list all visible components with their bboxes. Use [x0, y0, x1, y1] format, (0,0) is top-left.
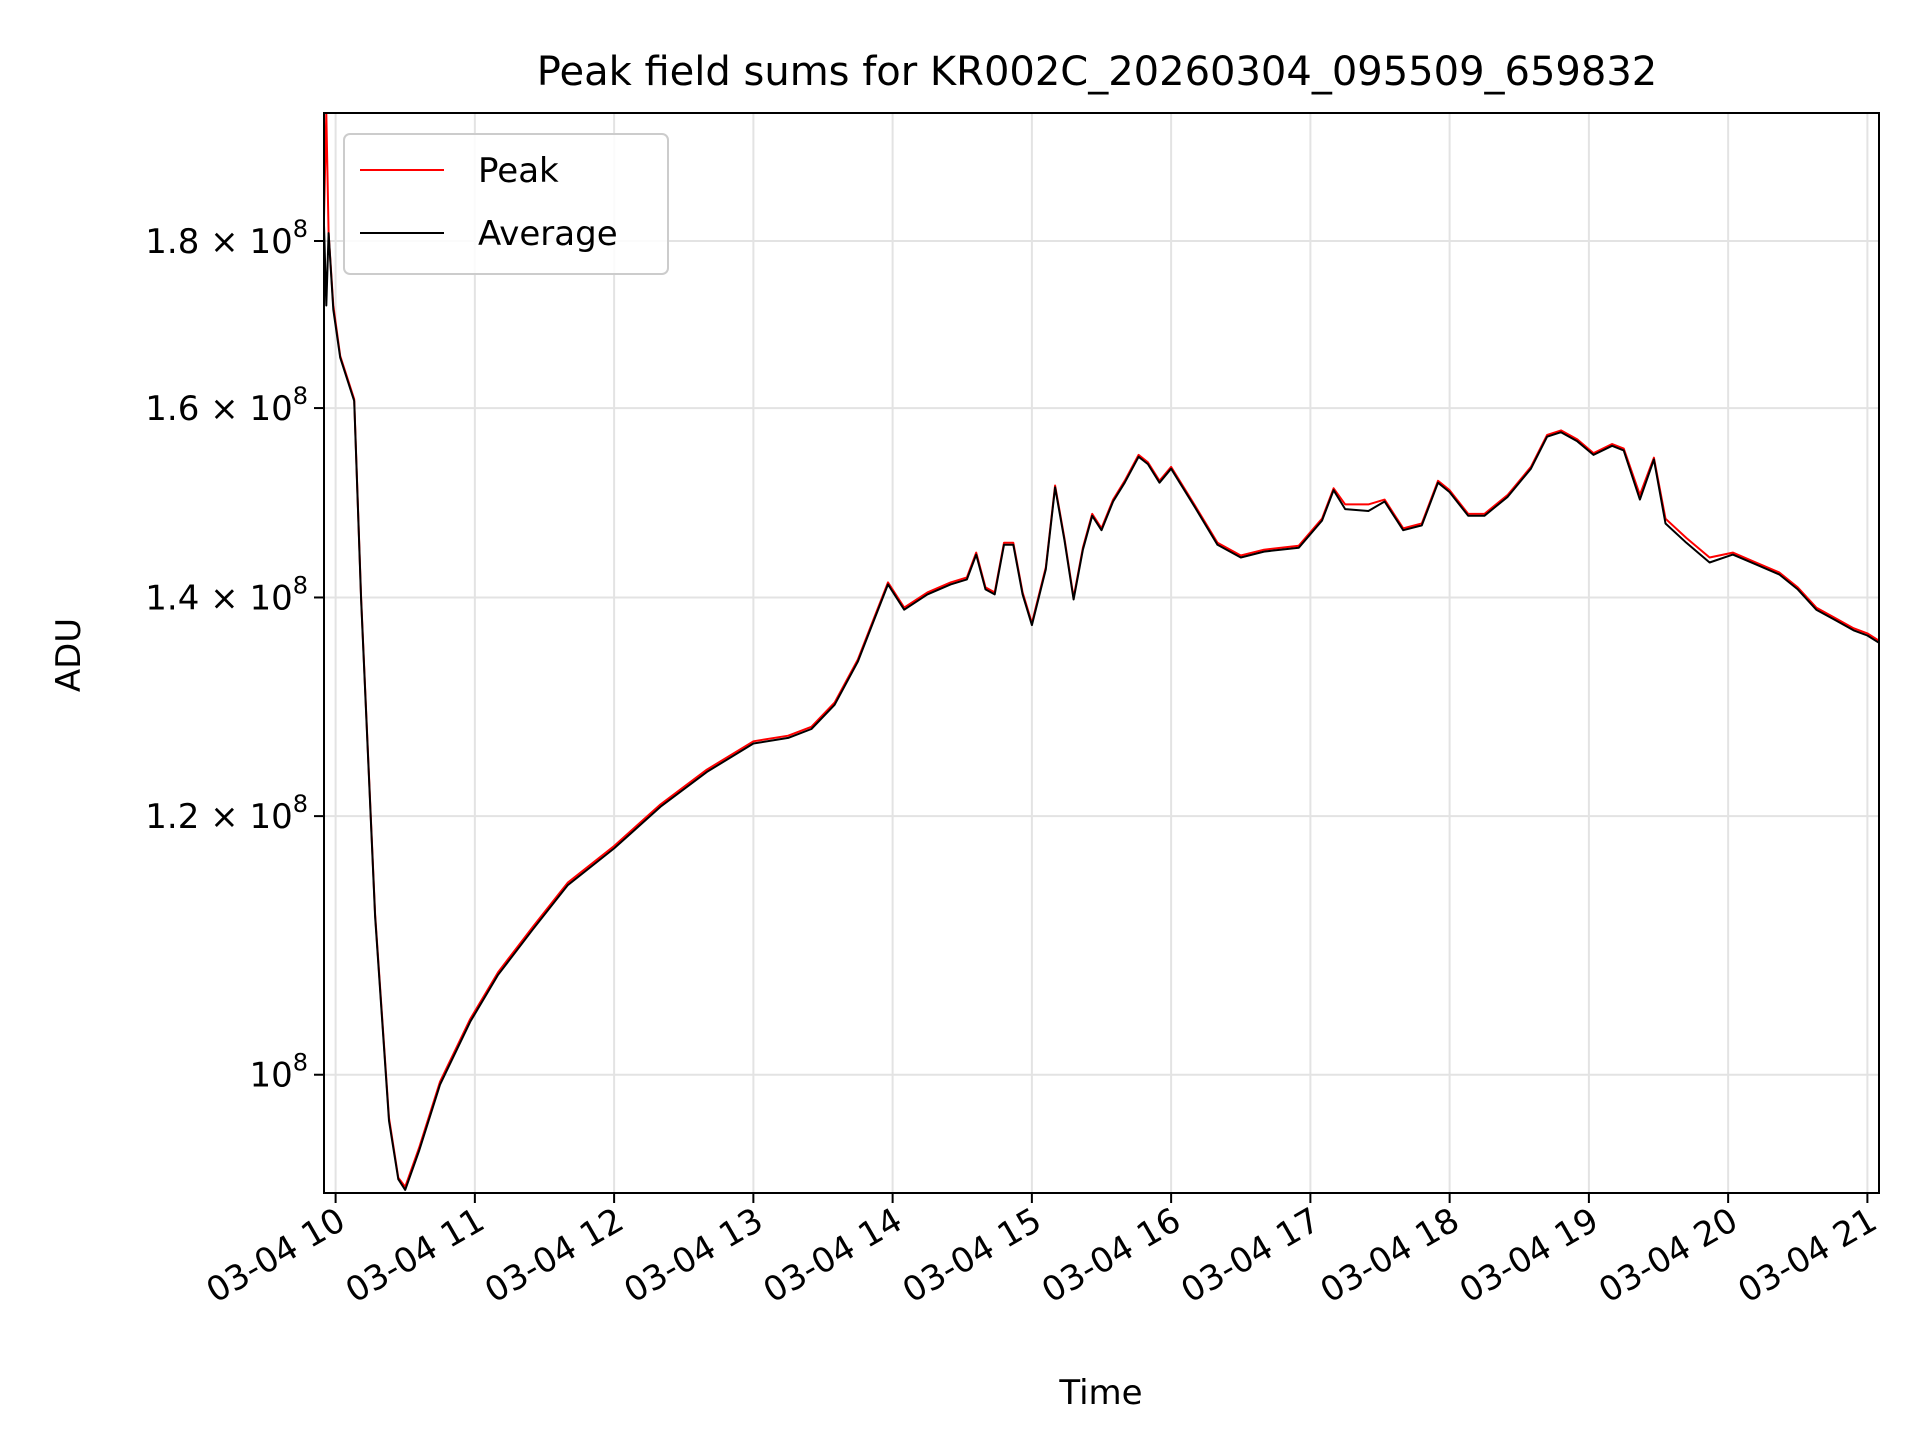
y-tick-label: 1.4 × 108: [145, 571, 308, 618]
series-line-average: [323, 225, 1880, 1191]
y-tick-label: 108: [249, 1049, 308, 1096]
legend-label: Peak: [478, 151, 559, 191]
y-tick-label: 1.8 × 108: [145, 215, 308, 262]
plot-frame: [323, 112, 1880, 1194]
y-tick-label: 1.2 × 108: [145, 790, 308, 837]
y-axis-label: ADU: [49, 618, 89, 692]
legend: Peak Average: [343, 133, 669, 275]
y-axis: 108 1.2 × 108 1.4 × 108 1.6 × 108 1.8 × 108: [145, 215, 324, 1096]
y-tick-label: 1.6 × 108: [145, 382, 308, 429]
chart-title: Peak field sums for KR002C_20260304_0955…: [537, 49, 1657, 95]
x-axis-label: Time: [1058, 1373, 1142, 1413]
grid-lines: [324, 113, 1879, 1193]
series-layer: [323, 112, 1880, 1191]
legend-label: Average: [478, 214, 618, 254]
